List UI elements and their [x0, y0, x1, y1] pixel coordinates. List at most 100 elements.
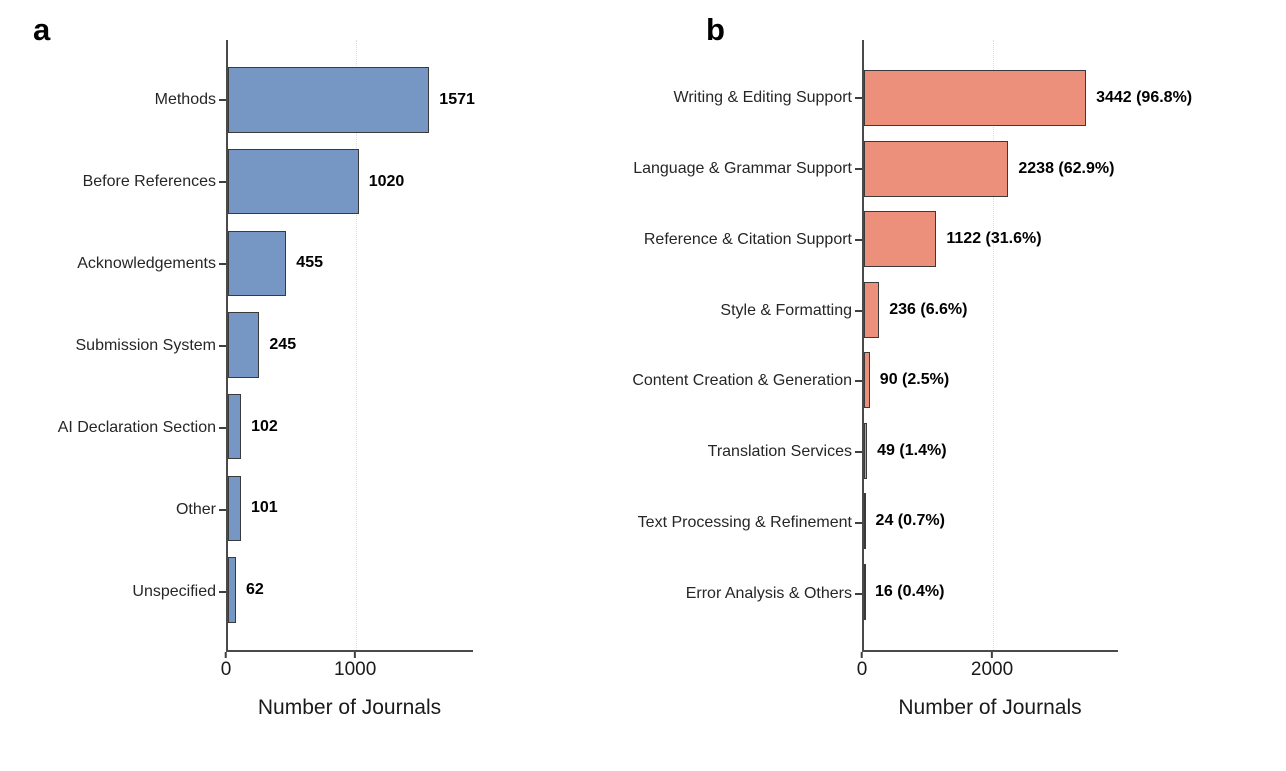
- bar: [864, 140, 1009, 197]
- y-axis-labels: Writing & Editing Support Language & Gram…: [632, 40, 862, 652]
- category-label: Writing & Editing Support: [673, 89, 852, 107]
- category-label: Reference & Citation Support: [643, 230, 852, 248]
- bar-value-label: 90 (2.5%): [879, 371, 950, 389]
- x-axis: 0 1000: [221, 652, 473, 684]
- bar-row: 2238 (62.9%): [864, 134, 1118, 205]
- category-label: Content Creation & Generation: [632, 372, 852, 390]
- category-label: Methods: [154, 91, 216, 108]
- category-label: Error Analysis & Others: [685, 584, 852, 602]
- bar-row: 3442 (96.8%): [864, 63, 1192, 134]
- y-category-row: Language & Grammar Support: [633, 134, 862, 205]
- bar-row: 455: [228, 222, 473, 304]
- bar-row: 236 (6.6%): [864, 275, 1118, 346]
- bar-value-label: 236 (6.6%): [889, 300, 968, 318]
- bar-value-label: 3442 (96.8%): [1096, 89, 1193, 107]
- bar: [228, 475, 241, 542]
- y-tick-mark: [219, 181, 226, 183]
- y-tick-mark: [219, 345, 226, 347]
- bar-row: 1020: [228, 141, 473, 223]
- y-tick-mark: [855, 592, 862, 595]
- category-label: Submission System: [75, 337, 217, 354]
- y-category-row: Submission System: [0, 305, 226, 387]
- category-label: AI Declaration Section: [57, 419, 216, 436]
- bars-area: 1571 1020 455 245 102 101 62: [228, 40, 475, 650]
- bar-value-label: 1122 (31.6%): [946, 230, 1042, 248]
- bar-value-label: 245: [269, 336, 297, 354]
- y-category-row: Writing & Editing Support: [640, 63, 862, 134]
- y-category-row: Style & Formatting: [640, 275, 862, 346]
- y-category-row: Translation Services: [640, 417, 862, 488]
- y-category-row: Methods: [0, 59, 226, 141]
- y-tick-mark: [855, 168, 862, 171]
- bar-value-label: 455: [296, 254, 323, 272]
- gridline: [356, 40, 358, 650]
- bar-row: 101: [228, 468, 473, 550]
- bar-value-label: 101: [250, 499, 278, 517]
- bar-value-label: 1020: [368, 172, 405, 190]
- bar-value-label: 62: [245, 581, 264, 599]
- category-label: Translation Services: [707, 443, 852, 461]
- bars-area: 3442 (96.8%) 2238 (62.9%) 1122 (31.6%) 236 …: [864, 40, 1192, 650]
- bar: [864, 281, 880, 338]
- bar: [228, 312, 260, 378]
- bar-value-label: 16 (0.4%): [875, 582, 945, 600]
- bar: [228, 67, 430, 133]
- y-axis-labels: Methods Before References Acknowledgements…: [0, 40, 226, 652]
- y-tick-mark: [219, 591, 226, 593]
- bar-value-label: 1571: [439, 90, 475, 108]
- y-category-row: Content Creation & Generation: [632, 346, 862, 417]
- bar-row: 90 (2.5%): [864, 345, 1118, 416]
- x-tick: 1000: [334, 652, 376, 679]
- bar-value-label: 24 (0.7%): [875, 512, 945, 530]
- bar: [228, 230, 287, 296]
- category-label: Before References: [82, 173, 216, 190]
- bar-row: 245: [228, 304, 473, 386]
- y-tick-mark: [219, 263, 226, 265]
- x-tick-label: 2000: [970, 659, 1014, 680]
- bar: [228, 394, 242, 460]
- y-category-row: Other: [0, 469, 226, 551]
- y-tick-mark: [855, 380, 862, 383]
- bar-row: 1571: [228, 59, 475, 141]
- x-axis-title: Number of Journals: [898, 696, 1082, 719]
- bar-row: 1122 (31.6%): [864, 204, 1118, 275]
- bar: [864, 352, 870, 409]
- panel-b: b Writing & Editing Support Language & Gr…: [632, 0, 1286, 720]
- bar-row: 24 (0.7%): [864, 486, 1118, 557]
- y-category-row: Error Analysis & Others: [640, 558, 862, 629]
- bar: [864, 211, 937, 268]
- bar-value-label: 102: [251, 417, 278, 435]
- panel-b-letter: b: [706, 12, 725, 47]
- y-category-row: AI Declaration Section: [0, 387, 226, 469]
- x-tick-label: 0: [856, 659, 868, 680]
- x-tick-mark: [354, 652, 357, 658]
- y-tick-mark: [855, 451, 862, 454]
- bar: [864, 563, 866, 620]
- y-tick-mark: [219, 99, 226, 101]
- y-category-row: Before References: [0, 141, 226, 223]
- x-tick: 0: [221, 652, 231, 679]
- category-label: Language & Grammar Support: [633, 160, 852, 178]
- category-label: Unspecified: [132, 583, 216, 600]
- bar: [228, 557, 236, 623]
- x-tick: 0: [856, 652, 868, 680]
- category-label: Text Processing & Refinement: [637, 513, 852, 531]
- bar: [864, 70, 1087, 127]
- y-tick-mark: [855, 309, 862, 312]
- y-category-row: Reference & Citation Support: [640, 205, 862, 276]
- panel-a: a Methods Before References Acknowledgemen…: [0, 0, 600, 720]
- y-category-row: Text Processing & Refinement: [637, 488, 862, 559]
- x-tick-label: 1000: [334, 659, 377, 680]
- bar-row: 62: [228, 549, 473, 631]
- bar-row: 102: [228, 386, 473, 468]
- x-tick-mark: [860, 652, 863, 658]
- bar: [864, 422, 868, 479]
- bar-row: 49 (1.4%): [864, 416, 1118, 487]
- plot-area: 1571 1020 455 245 102 101 62: [226, 40, 475, 652]
- panel-b-chart: Writing & Editing Support Language & Gram…: [632, 40, 1286, 720]
- bar-row: 16 (0.4%): [864, 557, 1118, 628]
- y-tick-mark: [855, 521, 862, 524]
- x-axis-title: Number of Journals: [257, 696, 442, 719]
- bar: [228, 148, 359, 215]
- x-tick-mark: [224, 652, 227, 658]
